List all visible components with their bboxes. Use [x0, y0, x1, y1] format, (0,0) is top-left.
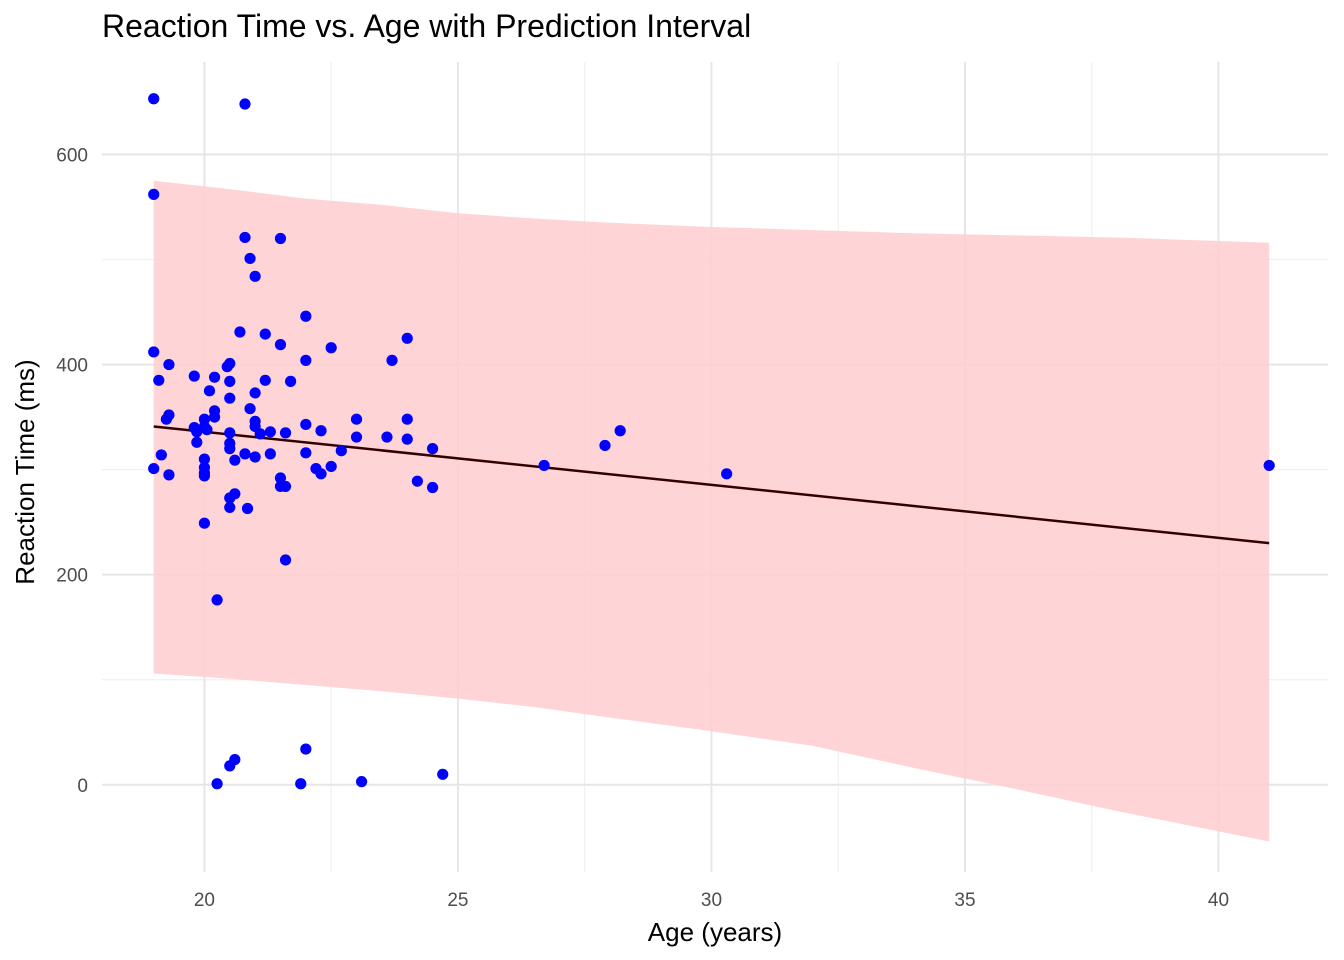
y-axis-title: Reaction Time (ms)	[10, 359, 40, 584]
data-point	[191, 426, 203, 438]
data-point	[401, 332, 413, 344]
data-point	[279, 554, 292, 566]
data-point	[254, 428, 266, 440]
data-point	[300, 310, 312, 322]
data-point	[315, 425, 327, 437]
data-point	[259, 374, 271, 386]
data-point	[279, 427, 292, 439]
x-tick-label: 40	[1208, 890, 1229, 911]
data-point	[148, 93, 160, 105]
x-axis-title: Age (years)	[648, 917, 782, 947]
data-point	[224, 760, 236, 772]
data-point	[188, 370, 200, 382]
x-tick-label: 20	[194, 890, 215, 911]
data-point	[201, 424, 213, 436]
data-point	[599, 439, 611, 452]
data-point	[224, 443, 236, 455]
data-point	[335, 445, 347, 457]
data-point	[224, 501, 236, 514]
data-point	[300, 743, 312, 755]
data-point	[274, 232, 287, 245]
x-tick-label: 25	[447, 890, 468, 911]
data-point	[163, 358, 175, 371]
data-point	[325, 460, 337, 473]
data-point	[160, 413, 172, 425]
data-point	[211, 778, 223, 790]
data-point	[229, 454, 241, 466]
data-point	[224, 375, 236, 387]
data-point	[426, 481, 439, 494]
data-point	[239, 231, 251, 244]
data-point	[401, 433, 413, 445]
x-tick-label: 30	[701, 890, 722, 911]
data-point	[203, 385, 216, 397]
data-point	[300, 418, 312, 431]
data-point	[221, 361, 233, 373]
data-point	[191, 436, 203, 448]
data-point	[300, 447, 312, 459]
data-point	[241, 502, 254, 515]
data-point	[264, 426, 276, 438]
data-point	[614, 425, 626, 437]
data-point	[437, 768, 449, 780]
data-point	[274, 472, 287, 484]
data-point	[381, 431, 393, 443]
data-point	[211, 594, 223, 606]
data-point	[315, 468, 327, 480]
data-point	[426, 443, 439, 455]
data-point	[163, 469, 175, 481]
data-point	[153, 374, 165, 386]
data-point	[239, 448, 251, 460]
data-point	[244, 403, 256, 415]
data-point	[198, 453, 211, 465]
data-point	[249, 451, 261, 463]
data-point	[325, 342, 337, 354]
prediction-interval-band	[153, 180, 1270, 842]
y-tick-label: 0	[77, 776, 88, 797]
chart-title: Reaction Time vs. Age with Prediction In…	[102, 8, 752, 44]
data-point	[249, 270, 261, 282]
data-point	[538, 459, 550, 472]
data-point	[721, 468, 733, 480]
data-point	[155, 449, 167, 461]
data-point	[208, 411, 221, 423]
data-point	[350, 431, 363, 443]
data-point	[279, 480, 292, 493]
data-point	[285, 375, 297, 387]
data-points	[148, 93, 1275, 790]
data-point	[295, 778, 307, 790]
prediction-interval-group	[153, 180, 1270, 842]
data-point	[259, 328, 271, 340]
data-point	[355, 776, 368, 788]
data-point	[274, 339, 287, 351]
data-point	[264, 448, 276, 460]
y-axis-tick-labels: 0 200 400 600	[56, 145, 88, 796]
data-point	[148, 346, 160, 358]
data-point	[411, 475, 423, 487]
data-point	[244, 252, 256, 265]
data-point	[224, 392, 236, 404]
data-point	[148, 462, 160, 475]
y-tick-label: 600	[56, 145, 88, 166]
data-point	[224, 427, 236, 439]
data-point	[224, 492, 236, 504]
data-point	[401, 413, 413, 425]
x-tick-label: 35	[954, 890, 975, 911]
y-tick-label: 200	[56, 566, 88, 587]
data-point	[1263, 459, 1275, 472]
data-point	[239, 98, 251, 110]
data-point	[208, 371, 221, 383]
data-point	[234, 326, 246, 338]
data-point	[198, 470, 211, 482]
data-point	[300, 354, 312, 366]
data-point	[386, 354, 398, 366]
data-point	[350, 413, 363, 425]
y-tick-label: 400	[56, 356, 88, 377]
data-point	[198, 517, 211, 529]
data-point	[249, 387, 261, 399]
x-axis-tick-labels: 20 25 30 35 40	[194, 890, 1229, 911]
data-point	[148, 188, 160, 200]
